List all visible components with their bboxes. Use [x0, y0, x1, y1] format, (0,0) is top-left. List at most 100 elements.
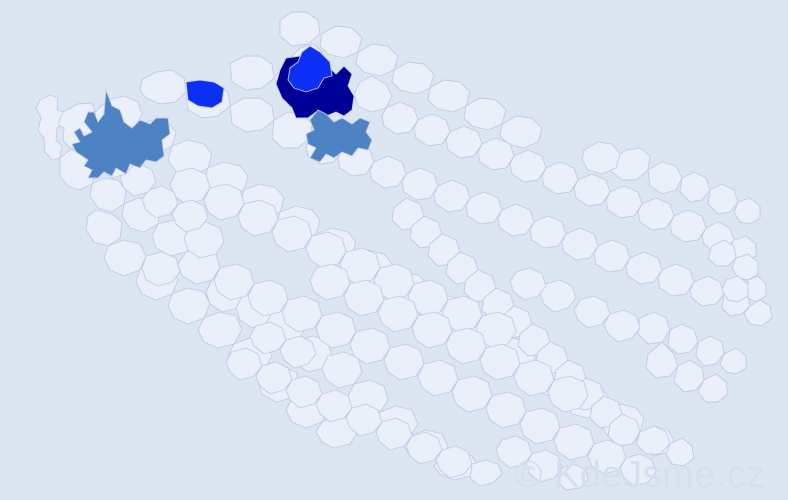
district-northeast-central[interactable]: [306, 110, 372, 162]
district-base[interactable]: [666, 438, 694, 466]
district-base[interactable]: [606, 186, 642, 218]
district-base[interactable]: [198, 312, 242, 348]
district-base[interactable]: [428, 234, 460, 266]
district-base[interactable]: [582, 142, 620, 174]
district-base[interactable]: [734, 198, 760, 224]
district-base[interactable]: [574, 296, 610, 328]
district-base[interactable]: [36, 95, 63, 160]
district-base[interactable]: [320, 26, 362, 58]
district-base[interactable]: [446, 328, 486, 364]
district-base[interactable]: [282, 296, 322, 332]
district-base[interactable]: [526, 450, 562, 482]
district-base[interactable]: [604, 310, 640, 342]
district-base[interactable]: [280, 12, 320, 46]
district-base[interactable]: [708, 240, 736, 266]
district-base[interactable]: [514, 360, 554, 396]
district-base[interactable]: [172, 200, 208, 232]
district-base[interactable]: [732, 254, 758, 280]
district-base[interactable]: [142, 252, 180, 286]
district-base[interactable]: [574, 174, 610, 206]
district-base[interactable]: [90, 178, 126, 212]
district-base[interactable]: [464, 98, 506, 130]
district-base[interactable]: [170, 168, 210, 204]
district-base[interactable]: [250, 322, 286, 354]
district-base[interactable]: [378, 296, 418, 332]
district-base[interactable]: [230, 56, 274, 90]
district-base[interactable]: [518, 324, 550, 356]
district-base[interactable]: [238, 200, 278, 236]
district-base[interactable]: [316, 312, 356, 348]
district-base[interactable]: [418, 360, 458, 396]
district-base[interactable]: [356, 44, 398, 76]
district-base[interactable]: [316, 390, 352, 422]
district-northwest-small[interactable]: [186, 80, 224, 108]
district-base[interactable]: [590, 396, 622, 428]
district-base[interactable]: [510, 268, 546, 300]
district-base[interactable]: [248, 280, 288, 316]
district-base[interactable]: [410, 216, 442, 248]
district-base[interactable]: [674, 360, 704, 392]
district-base[interactable]: [142, 186, 178, 218]
district-base[interactable]: [310, 264, 350, 300]
district-base[interactable]: [140, 70, 186, 104]
district-base[interactable]: [464, 270, 496, 302]
district-base[interactable]: [638, 198, 674, 230]
district-base[interactable]: [638, 312, 670, 344]
district-base[interactable]: [594, 240, 630, 272]
district-base[interactable]: [436, 446, 472, 478]
district-base[interactable]: [708, 184, 738, 214]
district-base[interactable]: [646, 342, 678, 378]
district-base[interactable]: [306, 232, 346, 268]
district-base[interactable]: [696, 336, 724, 366]
district-base[interactable]: [748, 276, 766, 302]
district-base[interactable]: [354, 76, 392, 112]
district-base[interactable]: [530, 216, 566, 248]
district-base[interactable]: [548, 376, 588, 412]
district-base[interactable]: [698, 374, 728, 402]
district-base[interactable]: [496, 436, 532, 468]
district-base[interactable]: [412, 312, 452, 348]
district-base[interactable]: [86, 210, 122, 246]
district-base[interactable]: [286, 376, 322, 408]
district-base[interactable]: [542, 162, 578, 194]
district-base[interactable]: [414, 114, 450, 146]
district-base[interactable]: [470, 460, 502, 486]
district-base[interactable]: [184, 222, 224, 258]
district-base[interactable]: [558, 464, 588, 490]
district-base[interactable]: [498, 204, 534, 236]
district-base[interactable]: [636, 426, 670, 454]
district-base[interactable]: [446, 126, 482, 158]
district-base[interactable]: [540, 280, 576, 312]
district-base[interactable]: [478, 138, 514, 170]
district-base[interactable]: [120, 164, 156, 196]
district-base[interactable]: [722, 276, 748, 302]
district-base[interactable]: [402, 168, 438, 200]
district-base[interactable]: [466, 192, 502, 224]
district-base[interactable]: [626, 252, 662, 284]
district-base[interactable]: [392, 62, 434, 94]
district-base[interactable]: [554, 424, 594, 460]
district-base[interactable]: [280, 336, 316, 368]
district-base[interactable]: [346, 404, 382, 436]
district-base[interactable]: [370, 156, 406, 188]
district-base[interactable]: [510, 150, 546, 182]
district-base[interactable]: [382, 102, 418, 134]
district-base[interactable]: [744, 300, 772, 326]
district-base[interactable]: [204, 184, 244, 220]
district-north-central-small[interactable]: [288, 46, 332, 92]
district-base[interactable]: [350, 328, 390, 364]
district-base[interactable]: [446, 252, 478, 284]
district-base[interactable]: [690, 276, 724, 306]
district-base[interactable]: [406, 432, 442, 464]
district-base[interactable]: [434, 180, 470, 212]
district-base[interactable]: [486, 392, 526, 428]
district-base[interactable]: [620, 454, 656, 486]
district-base[interactable]: [344, 280, 384, 316]
district-base[interactable]: [214, 264, 254, 300]
district-base[interactable]: [720, 348, 746, 374]
district-base[interactable]: [256, 362, 292, 394]
district-base[interactable]: [452, 376, 492, 412]
district-base[interactable]: [230, 98, 274, 132]
district-base[interactable]: [520, 408, 560, 444]
